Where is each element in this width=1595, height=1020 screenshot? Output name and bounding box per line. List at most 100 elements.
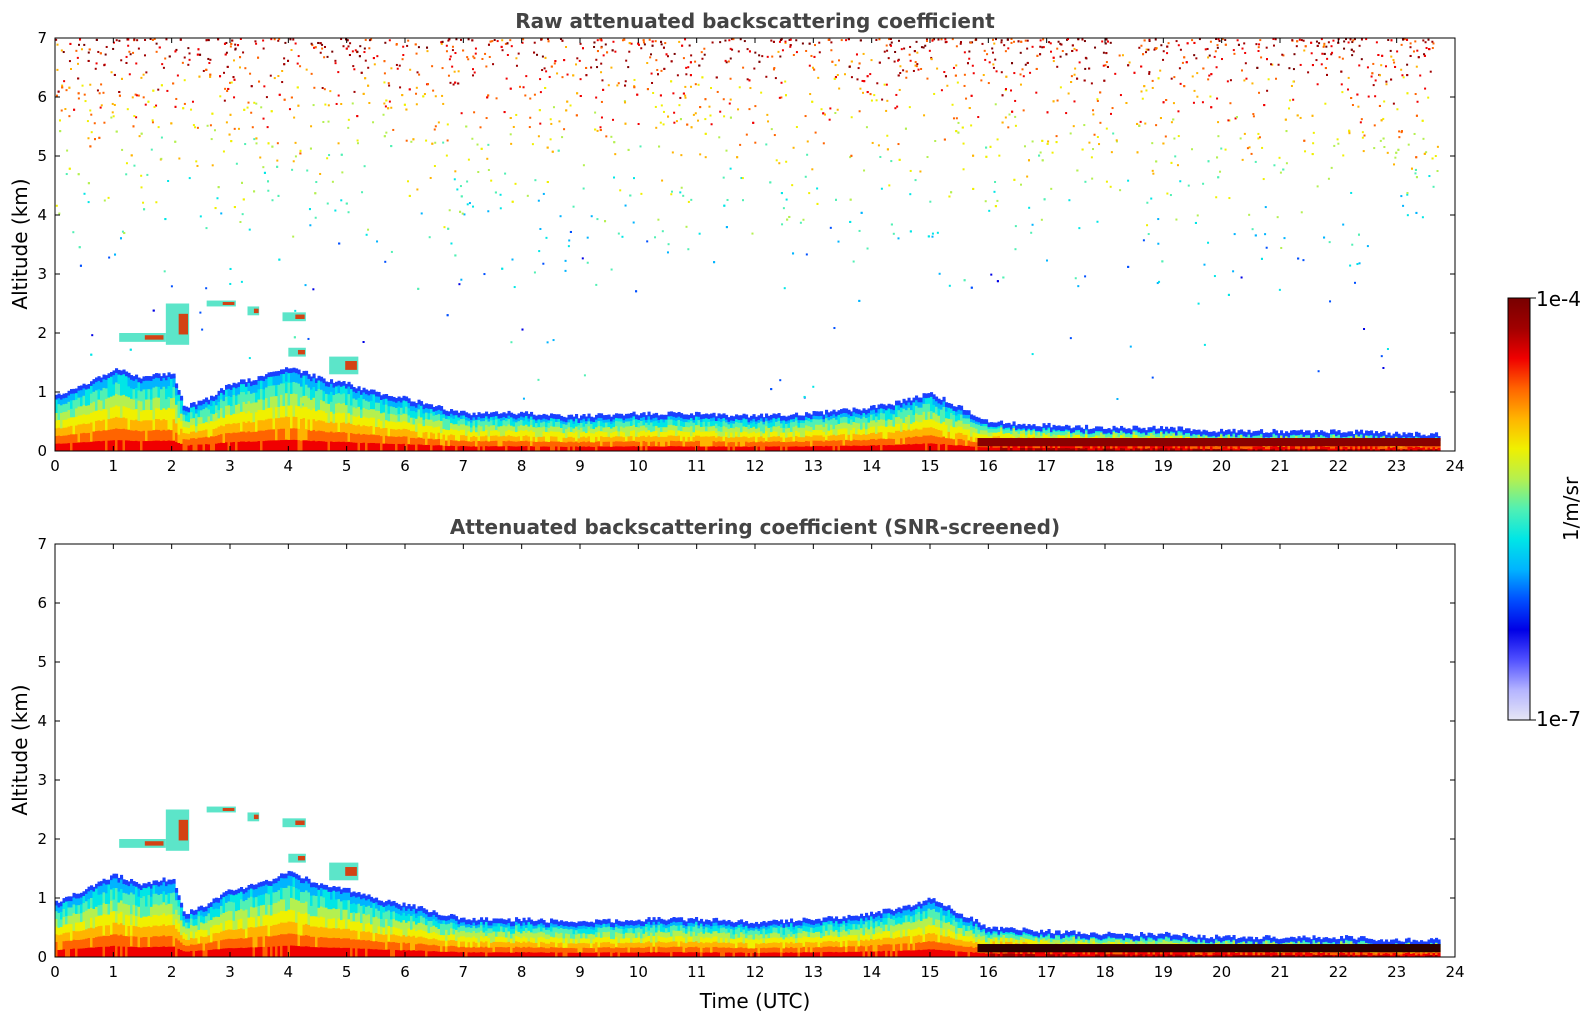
backscatter-cell	[590, 432, 594, 438]
backscatter-cell	[1130, 434, 1134, 438]
backscatter-cell	[630, 440, 634, 447]
backscatter-cell	[502, 430, 506, 436]
cloud-core	[297, 349, 305, 355]
backscatter-cell	[740, 441, 744, 447]
backscatter-cell	[972, 432, 976, 438]
noise-speck	[145, 71, 148, 74]
backscatter-cell	[127, 429, 131, 441]
backscatter-cell	[280, 439, 284, 451]
backscatter-cell	[1042, 429, 1046, 434]
backscatter-cell	[422, 425, 426, 433]
backscatter-cell	[440, 420, 444, 428]
backscatter-cell	[495, 429, 499, 436]
backscatter-cell	[1152, 434, 1156, 439]
backscatter-cell	[780, 432, 784, 438]
layer-top-edge	[420, 401, 424, 406]
backscatter-cell	[922, 403, 926, 412]
noise-speck	[538, 250, 541, 253]
layer-top-edge	[1077, 425, 1081, 430]
backscatter-cell	[1125, 448, 1129, 451]
layer-top-edge	[437, 405, 441, 410]
backscatter-cell	[1240, 448, 1244, 451]
backscatter-cell	[305, 406, 309, 419]
backscatter-cell	[645, 417, 649, 423]
backscatter-cell	[190, 444, 194, 451]
backscatter-cell	[870, 432, 874, 440]
backscatter-cell	[805, 414, 809, 421]
layer-top-edge	[795, 412, 799, 418]
backscatter-cell	[177, 442, 181, 451]
backscatter-cell	[940, 430, 944, 438]
layer-top-edge	[1117, 428, 1121, 434]
layer-top-edge	[120, 370, 124, 376]
backscatter-cell	[692, 427, 696, 433]
backscatter-cell	[897, 409, 901, 418]
backscatter-cell	[430, 419, 434, 427]
layer-top-edge	[662, 414, 666, 420]
layer-top-edge	[457, 412, 461, 418]
surface-layer-cell	[1075, 438, 1079, 447]
backscatter-cell	[780, 441, 784, 447]
layer-top-edge	[890, 404, 894, 410]
backscatter-cell	[662, 436, 666, 442]
surface-layer-cell	[1232, 438, 1236, 447]
backscatter-cell	[990, 447, 994, 451]
surface-layer-cell	[1327, 438, 1331, 447]
layer-top-edge	[72, 388, 76, 394]
backscatter-cell	[782, 446, 786, 451]
backscatter-cell	[912, 414, 916, 423]
backscatter-cell	[507, 418, 511, 425]
backscatter-cell	[957, 426, 961, 433]
backscatter-cell	[705, 445, 709, 451]
backscatter-cell	[60, 427, 64, 437]
layer-top-edge	[310, 376, 314, 382]
backscatter-cell	[275, 384, 279, 397]
backscatter-cell	[835, 435, 839, 441]
layer-top-edge	[497, 413, 501, 419]
backscatter-cell	[1035, 434, 1039, 439]
backscatter-cell	[875, 439, 879, 446]
backscatter-cell	[327, 403, 331, 414]
backscatter-cell	[55, 443, 59, 451]
layer-top-edge	[640, 413, 644, 418]
backscatter-cell	[110, 418, 114, 430]
layer-top-edge	[1090, 428, 1094, 434]
backscatter-cell	[752, 431, 756, 437]
backscatter-cell	[982, 425, 986, 431]
layer-top-edge	[270, 372, 274, 377]
backscatter-cell	[130, 419, 134, 431]
backscatter-cell	[380, 428, 384, 437]
backscatter-cell	[862, 445, 866, 451]
backscatter-cell	[1270, 446, 1274, 450]
backscatter-cell	[1185, 445, 1189, 449]
backscatter-cell	[290, 416, 294, 429]
layer-top-edge	[110, 371, 114, 377]
backscatter-cell	[795, 414, 799, 421]
backscatter-cell	[602, 431, 606, 438]
noise-speck	[86, 120, 89, 123]
backscatter-cell	[455, 440, 459, 446]
backscatter-cell	[587, 430, 591, 437]
surface-layer-cell	[1017, 438, 1021, 447]
backscatter-cell	[85, 441, 89, 451]
layer-top-edge	[417, 399, 421, 405]
backscatter-cell	[902, 415, 906, 423]
backscatter-cell	[87, 404, 91, 415]
backscatter-cell	[295, 428, 299, 440]
layer-top-edge	[1345, 432, 1349, 438]
backscatter-cell	[902, 443, 906, 451]
backscatter-cell	[132, 388, 136, 400]
backscatter-cell	[585, 441, 589, 447]
backscatter-cell	[297, 439, 301, 451]
noise-speck	[748, 108, 751, 111]
backscatter-cell	[467, 440, 471, 447]
noise-speck	[737, 108, 740, 111]
backscatter-cell	[1427, 445, 1431, 448]
backscatter-cell	[1195, 434, 1199, 439]
backscatter-cell	[510, 425, 514, 431]
backscatter-cell	[795, 440, 799, 447]
backscatter-cell	[752, 441, 756, 447]
layer-top-edge	[230, 385, 234, 390]
backscatter-cell	[107, 407, 111, 420]
backscatter-cell	[57, 435, 61, 444]
